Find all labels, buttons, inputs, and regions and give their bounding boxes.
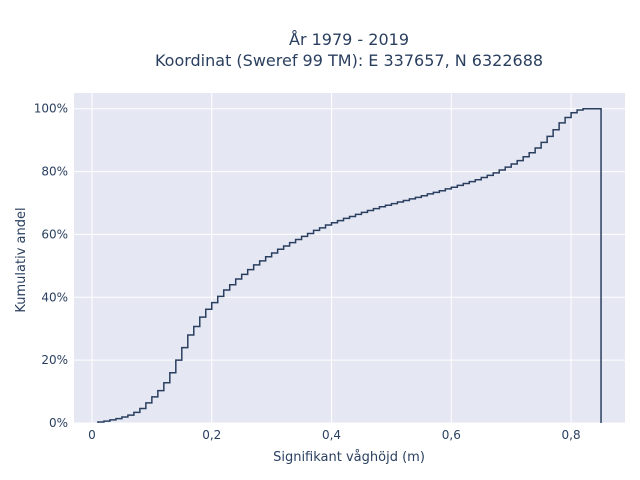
x-tick-label: 0,2 xyxy=(202,428,221,442)
y-tick-label: 20% xyxy=(41,353,68,367)
series-step-line xyxy=(97,107,602,423)
chart-title-line-1: År 1979 - 2019 xyxy=(289,30,409,49)
x-tick-label: 0,4 xyxy=(322,428,341,442)
plot-area xyxy=(74,93,625,423)
y-tick-label: 60% xyxy=(41,227,68,241)
x-tick-label: 0,8 xyxy=(562,428,581,442)
x-tick-label: 0,6 xyxy=(442,428,461,442)
y-tick-label: 40% xyxy=(41,290,68,304)
y-tick-label: 100% xyxy=(34,102,68,116)
y-axis-title: Kumulativ andel xyxy=(14,207,29,312)
grid xyxy=(74,93,625,424)
x-tick-label: 0 xyxy=(88,428,96,442)
y-tick-label: 0% xyxy=(49,416,68,430)
x-axis-title: Signifikant våghöjd (m) xyxy=(273,450,425,465)
axis-ticks: 0 0,2 0,4 0,6 0,8 0% 20% 40% 60% 80% 100% xyxy=(34,102,581,442)
y-tick-label: 80% xyxy=(41,165,68,179)
chart-title-line-2: Koordinat (Sweref 99 TM): E 337657, N 63… xyxy=(155,51,543,70)
